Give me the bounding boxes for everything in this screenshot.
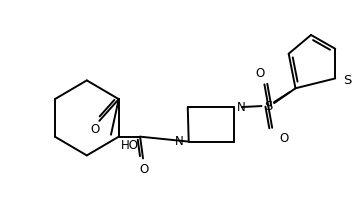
Text: HO: HO <box>121 139 139 152</box>
Text: O: O <box>139 163 149 176</box>
Text: N: N <box>237 101 246 114</box>
Text: N: N <box>175 135 184 148</box>
Text: S: S <box>343 74 352 87</box>
Text: O: O <box>255 67 264 80</box>
Text: O: O <box>279 132 288 145</box>
Text: O: O <box>91 123 100 136</box>
Text: S: S <box>264 99 273 112</box>
